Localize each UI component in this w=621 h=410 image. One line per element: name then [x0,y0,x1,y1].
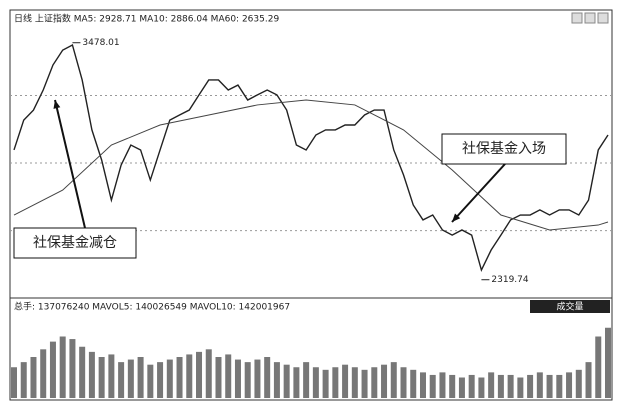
volume-bar [303,362,310,398]
volume-bar [478,377,485,398]
volume-bar [410,369,417,398]
callout: 社保基金减仓 [33,234,117,251]
volume-bar [575,369,582,398]
extreme-label: 2319.74 [491,275,528,285]
volume-bar [332,367,339,398]
volume-bar [439,372,446,398]
volume-bar [449,374,456,398]
volume-bar [30,357,37,398]
arrow [451,163,506,223]
volume-bar [429,374,436,398]
volume-bar [585,362,592,398]
volume-bar [283,364,290,398]
price-line [13,99,609,231]
volume-bar [595,336,602,398]
volume-bar [322,369,329,398]
volume-bar [234,359,241,398]
volume-bar [400,367,407,398]
volume-bar [108,354,115,398]
icon[interactable] [584,12,596,24]
volume-bar [527,374,534,398]
volume-bar [98,357,105,398]
volume-bar [556,374,563,398]
volume-bar [11,367,17,398]
price-header: 日线 上证指数 MA5: 2928.71 MA10: 2886.04 MA60:… [14,13,279,25]
volume-bar [254,359,261,398]
volume-bar [488,372,495,398]
volume-label-box [530,300,610,313]
volume-bar [244,362,251,398]
volume-bar [264,357,271,398]
volume-bar [215,357,222,398]
volume-bar [293,367,300,398]
volume-bar [69,339,76,398]
extreme-label: 3478.01 [82,38,119,48]
volume-bar [20,362,27,398]
price-line [13,43,609,273]
volume-bar [458,377,465,398]
volume-bar [361,369,368,398]
callout-box [441,133,567,165]
arrow [54,99,86,229]
frame [9,9,613,401]
volume-bar [468,374,475,398]
volume-header: 总手: 137076240 MAVOL5: 140026549 MAVOL10:… [14,301,290,313]
volume-bar [137,357,144,398]
volume-bar [176,357,183,398]
volume-bar [351,367,358,398]
volume-bar [536,372,543,398]
volume-bar [118,362,125,398]
volume-bar [79,346,86,398]
volume-bar [390,362,397,398]
volume-bar [196,351,203,398]
volume-bar [88,351,95,398]
volume-bar [127,359,134,398]
volume-bar [517,377,524,398]
volume-bar [49,341,56,398]
volume-bar [507,374,514,398]
volume-bar [371,367,378,398]
volume-bar [225,354,232,398]
volume-bar [312,367,319,398]
volume-bar [342,364,349,398]
volume-label: 成交量 [556,301,583,313]
volume-bar [381,364,388,398]
volume-bar [166,359,173,398]
callout-box [13,227,137,259]
callout: 社保基金入场 [462,140,546,157]
volume-bar [273,362,280,398]
volume-bar [40,349,47,398]
volume-bar [59,336,66,398]
volume-bar [205,349,212,398]
arrow-head [53,100,61,109]
icon[interactable] [571,12,583,24]
volume-bar [147,364,154,398]
volume-bar [546,374,553,398]
volume-bar [497,374,504,398]
volume-bar [419,372,426,398]
volume-bar [566,372,573,398]
volume-bar [157,362,164,398]
arrow-head [452,213,461,222]
volume-bar [605,327,611,398]
icon[interactable] [597,12,609,24]
volume-bar [186,354,193,398]
